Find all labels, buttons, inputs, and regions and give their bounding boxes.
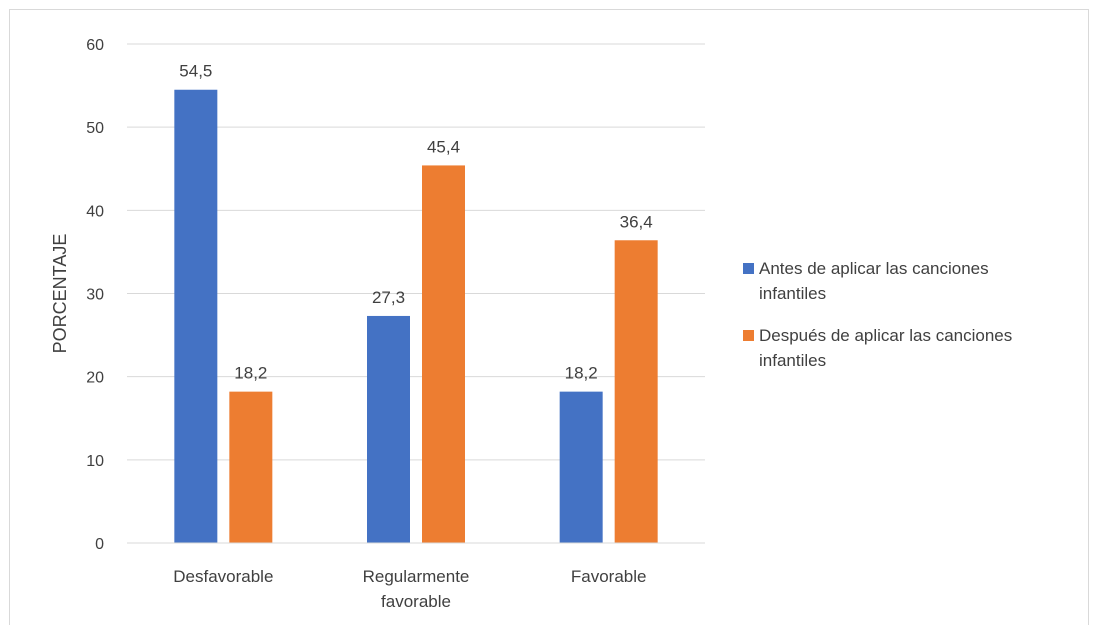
bar	[614, 240, 658, 544]
y-tick-label: 30	[86, 287, 104, 304]
axes: 0 10 20 30 40 50 60 PORCENTAJE Desfavorable Regul…	[50, 37, 705, 611]
gridlines	[127, 43, 705, 461]
y-tick-label: 60	[86, 37, 104, 54]
legend-swatch	[743, 263, 754, 274]
data-label: 27,3	[372, 288, 405, 307]
legend: Antes de aplicar las canciones infantiles…	[743, 259, 1012, 370]
chart-frame	[9, 9, 1089, 625]
x-category-label: Favorable	[571, 567, 647, 586]
bar	[367, 315, 410, 543]
legend-label: infantiles	[759, 284, 826, 303]
x-category-label: favorable	[381, 592, 451, 611]
y-tick-label: 0	[95, 536, 104, 553]
legend-label: Después de aplicar las canciones	[759, 326, 1012, 345]
y-tick-label: 10	[86, 453, 104, 470]
legend-label: Antes de aplicar las canciones	[759, 259, 989, 278]
y-axis-title: PORCENTAJE	[50, 234, 70, 354]
legend-label: infantiles	[759, 351, 826, 370]
data-label: 18,2	[565, 364, 598, 383]
data-label: 54,5	[179, 62, 212, 81]
y-tick-label: 40	[86, 203, 104, 220]
data-label: 45,4	[427, 137, 460, 156]
data-label: 18,2	[234, 364, 267, 383]
x-category-label: Regularmente	[363, 567, 470, 586]
y-tick-label: 20	[86, 370, 104, 387]
legend-swatch	[743, 330, 754, 341]
x-category-label: Desfavorable	[173, 567, 273, 586]
y-tick-label: 50	[86, 120, 104, 137]
bar	[174, 89, 218, 543]
data-label: 36,4	[620, 212, 653, 231]
bars	[174, 89, 658, 544]
bar	[229, 391, 273, 543]
bar	[559, 391, 603, 543]
bar	[422, 165, 465, 543]
data-labels: 54,5 18,2 27,3 45,4 18,2 36,4	[179, 62, 652, 383]
